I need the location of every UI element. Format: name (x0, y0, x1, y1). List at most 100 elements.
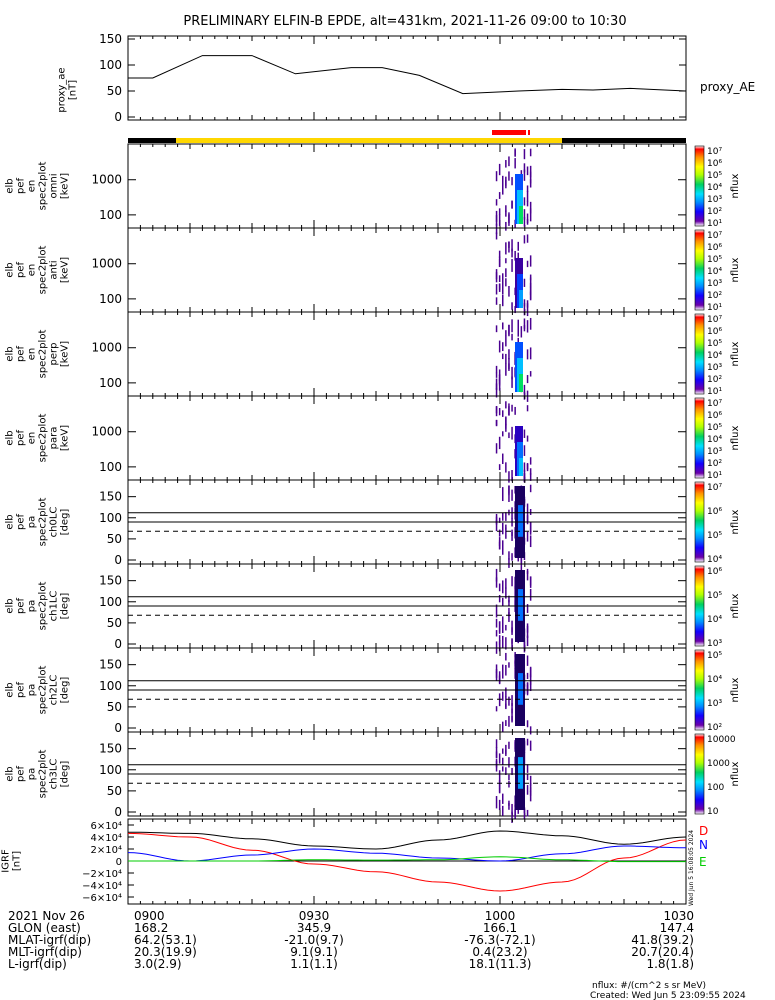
ylabel-line: ch1LC (49, 591, 60, 622)
data-pixel (508, 171, 510, 181)
data-pixel (498, 583, 501, 592)
data-pixel (529, 740, 532, 751)
ytick-label: 1000 (91, 173, 122, 187)
data-pixel (526, 166, 529, 176)
data-pixel (508, 241, 510, 253)
igrf-ytick-label: 4×10⁴ (91, 833, 122, 844)
data-pixel (498, 780, 501, 789)
ylabel-line: IGRF (1, 849, 12, 873)
colorbar-tick-label: 10² (707, 375, 722, 385)
footer-cell: 1.1(1.1) (290, 957, 338, 971)
panel-frame (127, 395, 687, 481)
data-pixel (505, 363, 507, 376)
ylabel-line: spec2plot (38, 162, 49, 211)
ae-legend: proxy_AE (700, 80, 755, 94)
colorbar-tick-label: 10³ (707, 363, 722, 373)
ylabel-line: elb (5, 346, 16, 361)
data-pixel (495, 747, 498, 759)
ylabel-line: spec2plot (38, 414, 49, 463)
data-pixel (505, 221, 507, 231)
data-pixel (505, 160, 507, 168)
data-pixel (529, 148, 532, 157)
data-pixel (502, 673, 504, 679)
data-pixel (529, 509, 532, 515)
ylabel-line: ch0LC (49, 507, 60, 538)
footer-cell: 1030 (663, 909, 694, 923)
igrf-legend-n: N (699, 838, 708, 852)
colorbar-tick-label: 10¹ (707, 303, 722, 313)
ylabel-line: pef (16, 682, 27, 699)
data-pixel (495, 372, 498, 378)
bar-outside-start (128, 138, 176, 143)
colorbar (694, 313, 705, 395)
igrf-legend-e: E (699, 855, 707, 869)
data-pixel (502, 322, 504, 330)
igrf-n-trace (127, 845, 686, 862)
colorbar (694, 145, 705, 227)
data-pixel (505, 417, 507, 429)
ae-ytick-label: 150 (99, 32, 122, 46)
igrf-legend-d: D (699, 824, 708, 838)
ae-ytick-label: 50 (107, 84, 122, 98)
colorbar-label: nflux (730, 425, 741, 450)
colorbar-tick-label: 10⁵ (707, 651, 722, 661)
pitch-angle-panel: elb pef pa spec2plot ch3LC [deg]1010010001000… (5, 731, 741, 823)
data-pixel (502, 353, 504, 360)
data-pixel (505, 335, 507, 347)
data-pixel (502, 453, 504, 464)
data-pixel (495, 796, 498, 809)
colorbar-tick-label: 10⁵ (707, 171, 722, 181)
footer-cell: 1000 (485, 909, 516, 923)
data-pixel (511, 531, 513, 541)
data-pixel (526, 531, 529, 542)
data-pixel (498, 540, 501, 547)
ytick-label: 50 (107, 616, 122, 630)
energy-spectrogram-panel: elb pef en spec2plot anti [keV] 10¹ 10² 10³ 10⁴ 10… (5, 227, 741, 317)
data-pixel (517, 319, 519, 327)
data-pixel (526, 375, 529, 384)
data-pixel (502, 623, 504, 634)
igrf-side-note: Wed Jun 5 16:08:05 2024 (688, 830, 695, 906)
data-pixel (505, 665, 507, 676)
data-pixel (495, 406, 498, 414)
data-pixel (529, 282, 532, 296)
ylabel-line: perp (49, 343, 60, 366)
footer-cell: 168.2 (134, 921, 168, 935)
ylabel-line: elb (5, 514, 16, 529)
data-pixel (502, 766, 504, 772)
colorbar-tick-label: 10⁷ (707, 147, 722, 157)
data-pixel (495, 604, 498, 618)
data-pixel (523, 216, 526, 227)
data-pixel (495, 568, 498, 582)
data-pixel (498, 275, 501, 283)
data-pixel (508, 802, 510, 810)
data-pixel (514, 306, 516, 314)
ytick-label: 1000 (91, 257, 122, 271)
colorbar-tick-label: 10² (707, 291, 722, 301)
data-pixel (517, 252, 519, 259)
igrf-e-trace (128, 856, 686, 863)
ae-xticks (127, 36, 687, 120)
colorbar-tick-label: 10⁵ (707, 591, 722, 601)
data-pixel (508, 324, 510, 335)
colorbar-tick-label: 100 (707, 783, 724, 793)
data-pixel (498, 163, 501, 176)
data-pixel (529, 468, 532, 475)
data-pixel (495, 513, 498, 525)
ae-frame (127, 35, 687, 121)
data-pixel (502, 694, 504, 701)
igrf-ytick-label: 6×10⁴ (91, 821, 122, 832)
data-pixel (526, 191, 529, 202)
bar-outside-end (562, 138, 686, 143)
data-pixel (526, 774, 529, 781)
units-note: nflux: #/(cm^2 s sr MeV) (592, 981, 706, 991)
igrf-total-trace (128, 830, 687, 850)
data-pixel (511, 470, 513, 482)
data-pixel (495, 199, 498, 206)
ylabel-line: en (27, 180, 38, 193)
igrf-traces (127, 830, 687, 892)
data-pixel (505, 512, 507, 521)
ylabel-line: [keV] (60, 341, 71, 367)
colorbar-tick-label: 10⁶ (707, 567, 722, 577)
data-pixel (511, 620, 513, 633)
